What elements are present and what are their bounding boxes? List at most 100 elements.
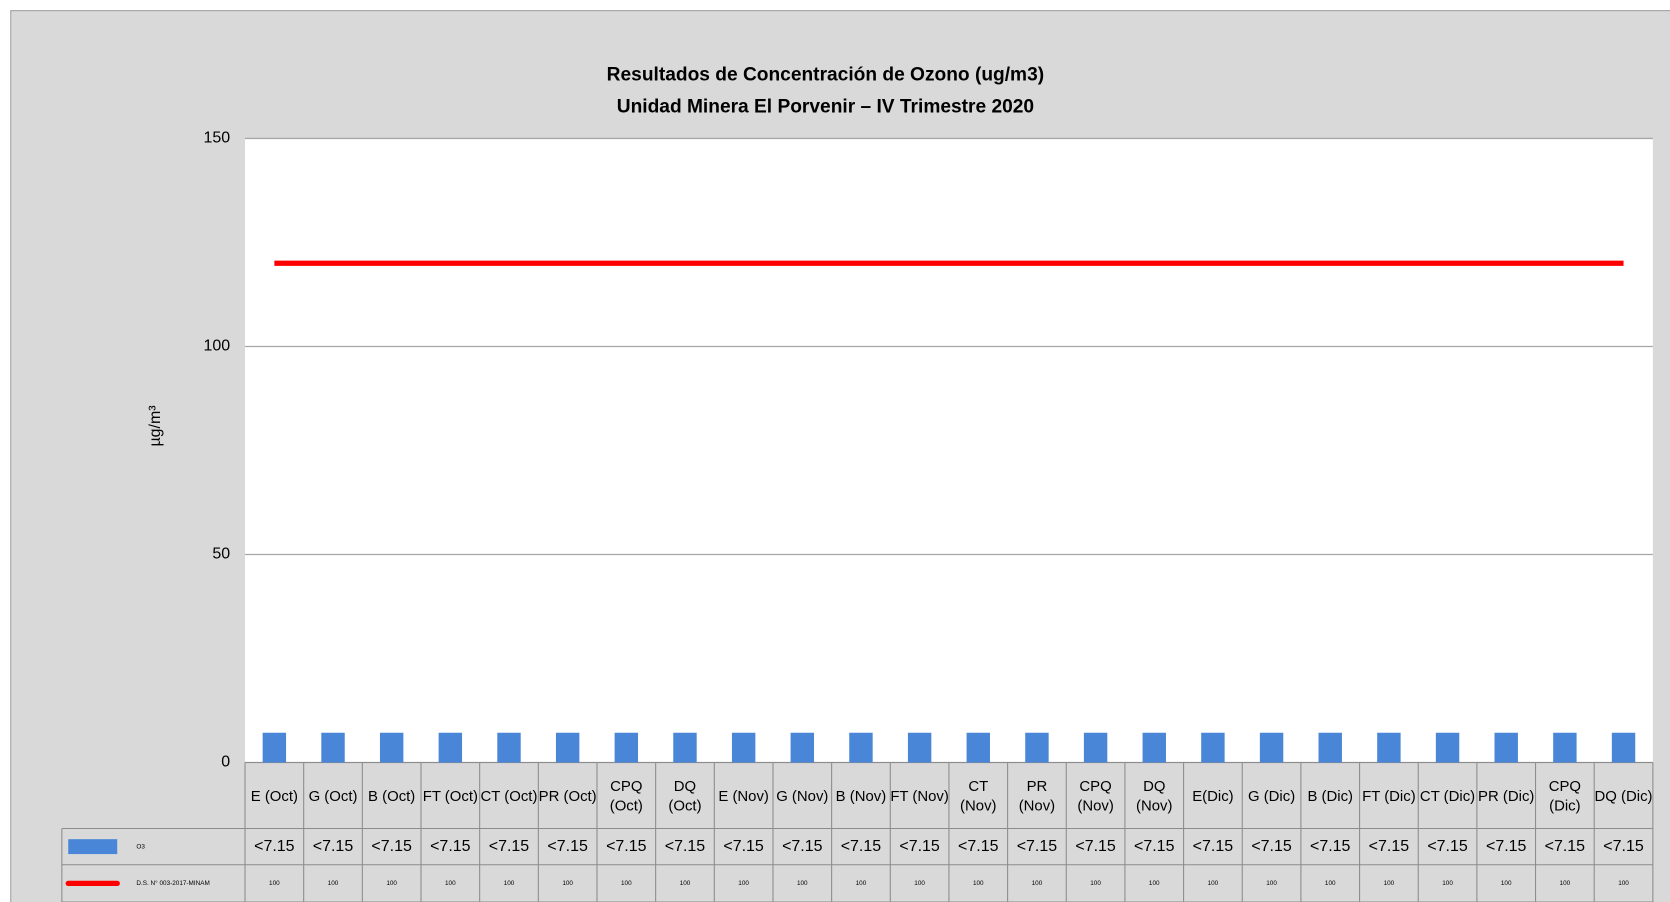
value-label-box: <7.15 — [1075, 837, 1115, 855]
bar — [907, 732, 932, 763]
x-tick-label-box: FT (Nov) — [890, 786, 949, 805]
bar — [1494, 732, 1518, 763]
bar — [1025, 732, 1049, 763]
bar — [1611, 732, 1636, 763]
table-text: 100 — [504, 880, 515, 887]
plot-area — [245, 138, 1653, 763]
value-label: <7.15 — [782, 837, 823, 856]
x-tick-label: B (Nov) — [835, 786, 887, 805]
x-tick-label: PR (Oct) — [538, 786, 597, 805]
x-tick-label-box: B (Oct) — [368, 786, 416, 805]
y-tick-label: 50 — [212, 546, 230, 563]
x-tick-label-box: E (Oct) — [250, 786, 298, 805]
bar — [555, 732, 580, 763]
bar — [1318, 732, 1342, 763]
table-text: 100 — [386, 880, 397, 887]
value-label-box: <7.15 — [371, 837, 412, 856]
table-text: 100 — [328, 880, 339, 887]
table-text: 100 — [269, 880, 280, 887]
value-label: <7.15 — [254, 837, 295, 856]
x-tick-label: CPQ (Nov) — [1077, 777, 1114, 814]
bar — [673, 732, 697, 763]
x-tick-label-box: E (Nov) — [718, 786, 769, 805]
x-tick-label-box: B (Nov) — [835, 786, 887, 805]
bar — [790, 732, 815, 763]
x-tick-label-box: PR (Nov) — [1019, 777, 1055, 813]
value-label-box: <7.15 — [782, 837, 823, 856]
bar — [966, 732, 990, 763]
value-label-box: <7.15 — [1251, 837, 1291, 855]
table-text: 100 — [914, 880, 925, 887]
x-tick-label: B (Dic) — [1307, 786, 1354, 805]
x-tick-label: PR (Dic) — [1478, 786, 1535, 805]
bar — [1377, 732, 1401, 763]
value-label-box: <7.15 — [312, 837, 354, 856]
x-tick-label-box: E(Dic) — [1192, 786, 1234, 805]
table-text: 100 — [1149, 880, 1160, 887]
bar — [731, 732, 756, 763]
x-tick-label: E (Nov) — [718, 786, 769, 805]
x-tick-label-box: DQ (Dic) — [1595, 787, 1653, 804]
y-tick-label: 150 — [203, 130, 230, 147]
x-tick-label: B (Oct) — [368, 786, 416, 805]
value-label: <7.15 — [1485, 837, 1527, 856]
x-tick-label: G (Dic) — [1247, 786, 1296, 805]
table-text: 100 — [562, 880, 573, 887]
x-tick-label: G (Nov) — [776, 786, 829, 805]
value-label-box: <7.15 — [723, 837, 764, 856]
x-tick-label: FT (Nov) — [890, 786, 949, 805]
value-label: <7.15 — [899, 837, 940, 856]
bar — [497, 732, 521, 763]
table-text: 100 — [1442, 880, 1453, 887]
x-tick-label: CT (Oct) — [480, 786, 538, 805]
x-tick-label-box: G (Dic) — [1247, 786, 1296, 805]
table-text: 100 — [738, 880, 749, 887]
value-label: <7.15 — [371, 837, 412, 856]
x-tick-label: DQ (Nov) — [1136, 777, 1173, 814]
chart-title: Resultados de Concentración de Ozono (ug… — [607, 65, 1044, 86]
value-label: <7.15 — [958, 837, 999, 856]
chart-subtitle: Unidad Minera El Porvenir – IV Trimestre… — [617, 97, 1034, 118]
table-text: 100 — [1618, 880, 1629, 887]
x-tick-label: G (Oct) — [308, 786, 358, 805]
value-label: <7.15 — [1427, 837, 1468, 856]
value-label: <7.15 — [1016, 837, 1058, 856]
table-text: 100 — [1384, 880, 1395, 887]
table-text: 100 — [1032, 880, 1043, 887]
x-tick-label-box: CT (Nov) — [960, 777, 996, 813]
y-axis-label: µg/m³ — [147, 405, 164, 446]
table-text: 100 — [680, 880, 691, 887]
table-text: 100 — [1501, 880, 1512, 887]
value-label: <7.15 — [1310, 837, 1351, 856]
value-label-box: <7.15 — [1134, 837, 1174, 855]
value-label: <7.15 — [664, 837, 706, 856]
value-label-box: <7.15 — [1603, 837, 1643, 855]
x-tick-label: E(Dic) — [1192, 786, 1234, 805]
value-label: <7.15 — [606, 837, 647, 856]
x-tick-label-box: G (Oct) — [308, 786, 358, 805]
bar — [1553, 732, 1577, 763]
table-text: 100 — [1208, 880, 1219, 887]
value-label: <7.15 — [840, 837, 882, 856]
bar — [1201, 732, 1225, 763]
value-label-box: <7.15 — [1310, 837, 1351, 856]
table-text: 100 — [445, 880, 456, 887]
value-label: <7.15 — [723, 837, 764, 856]
bar — [849, 732, 873, 763]
value-label-box: <7.15 — [1485, 837, 1527, 856]
table-text: 100 — [973, 880, 984, 887]
x-tick-label: FT (Dic) — [1362, 786, 1416, 805]
x-tick-label-box: CPQ (Oct) — [609, 777, 643, 814]
value-label: <7.15 — [488, 837, 530, 856]
legend-label: D.S. N° 003-2017-MINAM — [136, 879, 209, 887]
x-tick-label: CPQ (Oct) — [609, 777, 643, 814]
x-tick-label-box: FT (Dic) — [1362, 786, 1416, 805]
value-label: <7.15 — [312, 837, 354, 856]
x-tick-label: E (Oct) — [250, 786, 298, 805]
table-text: 100 — [1560, 880, 1571, 887]
bar — [1142, 732, 1166, 763]
value-label-box: <7.15 — [899, 837, 940, 856]
value-label-box: <7.15 — [1427, 837, 1468, 856]
bar — [1435, 732, 1460, 763]
